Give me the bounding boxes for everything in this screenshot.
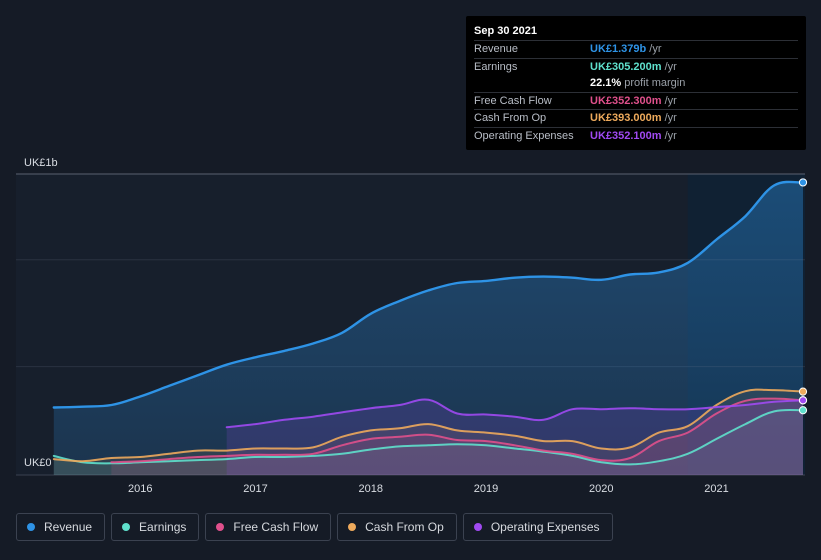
x-tick-label: 2019 [474,483,498,495]
tooltip-row-cash-from-op: Cash From Op UK£393.000m /yr [474,109,798,127]
legend-label: Cash From Op [365,520,444,534]
line-revenue [52,180,805,409]
line-operating-expenses [225,398,804,429]
endpoint-operating-expenses [798,396,808,405]
y-axis-top-label: UK£1b [24,157,58,169]
tooltip-row-earnings: Earnings UK£305.200m /yr [474,57,798,76]
tooltip-label: Operating Expenses [474,129,574,142]
tooltip-value: UK£352.100m [590,129,662,142]
y-axis-bottom-label: UK£0 [24,457,52,469]
legend-item-earnings[interactable]: Earnings [111,513,200,541]
line-free-cash-flow [110,397,804,464]
legend-item-operating-expenses[interactable]: Operating Expenses [462,513,613,541]
legend-item-free-cash-flow[interactable]: Free Cash Flow [205,513,332,541]
tooltip-label: Cash From Op [474,112,547,124]
legend-label: Earnings [139,520,187,534]
tooltip-row-operating-expenses: Operating Expenses UK£352.100m /yr [474,126,798,145]
legend-dot-icon [27,523,35,531]
legend: Revenue Earnings Free Cash Flow Cash Fro… [16,513,613,543]
endpoint-revenue [798,178,808,187]
legend-dot-icon [473,523,482,531]
legend-label: Revenue [44,520,93,534]
x-tick-label: 2017 [243,483,267,495]
tooltip-row-profit-margin: 22.1% profit margin [474,75,798,92]
line-cash-from-op [52,388,804,463]
area-cash-from-op [53,389,804,475]
legend-item-revenue[interactable]: Revenue [16,513,106,541]
tooltip: Sep 30 2021 Revenue UK£1.379b /yr Earnin… [466,16,806,150]
tooltip-value: UK£393.000m [590,112,662,124]
tooltip-row-free-cash-flow: Free Cash Flow UK£352.300m /yr [474,91,798,110]
legend-dot-icon [348,523,357,531]
tooltip-unit: /yr [664,112,677,124]
area-revenue [53,181,804,475]
tooltip-value: UK£352.300m [590,94,662,107]
area-free-cash-flow [111,398,803,475]
series-lines [52,180,805,466]
tooltip-value: UK£305.200m [590,60,662,73]
legend-label: Operating Expenses [490,520,600,534]
x-tick-label: 2021 [704,483,728,495]
tooltip-label: Earnings [474,60,518,73]
endpoint-earnings [798,406,808,415]
tooltip-label: Revenue [474,43,519,55]
endpoint-cash-from-op [798,387,808,396]
tooltip-unit: /yr [664,60,677,73]
tooltip-label [474,75,590,92]
x-tick-label: 2016 [128,483,152,495]
tooltip-row-revenue: Revenue UK£1.379b /yr [474,40,798,58]
line-earnings [52,408,804,466]
x-axis-ticks: 2016 2017 2018 2019 2020 2021 [128,483,729,495]
legend-dot-icon [122,523,131,531]
tooltip-unit: /yr [664,94,677,107]
tooltip-value: UK£1.379b [590,43,647,55]
area-operating-expenses [226,399,803,475]
tooltip-value: 22.1% [590,77,622,89]
x-tick-label: 2020 [589,483,613,495]
legend-label: Free Cash Flow [233,520,319,534]
series-endpoints [798,178,808,415]
x-tick-label: 2018 [359,483,383,495]
legend-dot-icon [216,523,225,531]
tooltip-unit: profit margin [624,77,686,89]
tooltip-unit: /yr [664,129,677,142]
tooltip-date: Sep 30 2021 [474,25,537,37]
tooltip-unit: /yr [649,43,662,55]
legend-item-cash-from-op[interactable]: Cash From Op [337,513,457,541]
tooltip-label: Free Cash Flow [474,94,552,107]
